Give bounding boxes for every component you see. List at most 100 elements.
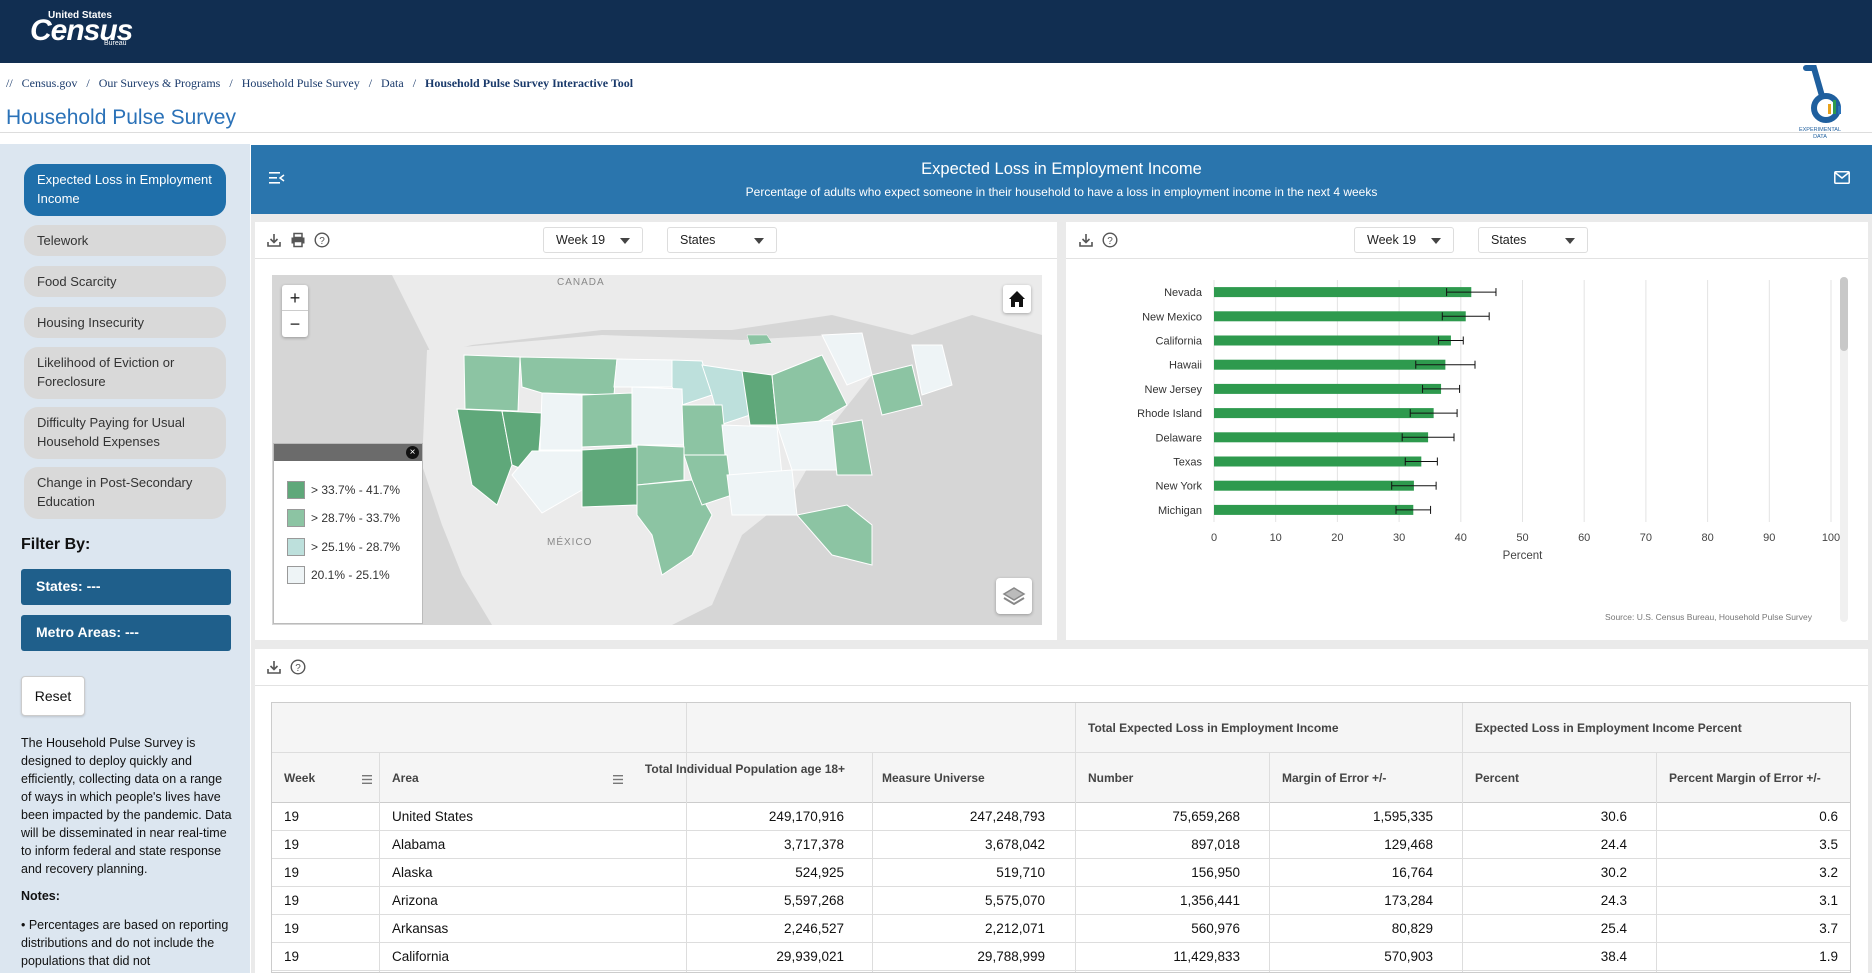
help-icon[interactable]: ? [314,232,330,248]
x-tick-label: 90 [1763,532,1775,544]
choropleth-map[interactable]: CANADA MÉXICO + − × > 33.7% - 41.7% > 28… [272,275,1042,625]
table-row[interactable]: 19 California 29,939,021 29,788,999 11,4… [272,943,1850,971]
table-row[interactable]: 19 Alaska 524,925 519,710 156,950 16,764… [272,859,1850,887]
chart-panel-divider [1066,258,1868,259]
print-icon[interactable] [290,232,306,248]
cell-area: Alabama [392,837,446,852]
y-category-label: New York [1156,481,1203,493]
legend-label: > 33.7% - 41.7% [311,483,401,497]
col-divider [686,703,687,972]
nav-post-secondary[interactable]: Change in Post-Secondary Education [24,467,226,519]
help-icon[interactable]: ? [1102,232,1118,248]
map-geo-select[interactable]: States [667,227,777,253]
breadcrumb-census[interactable]: Census.gov [21,76,78,90]
column-menu-icon[interactable] [362,775,372,784]
bar [1214,359,1446,370]
breadcrumb-separator: / [368,76,373,90]
chart-geo-select[interactable]: States [1478,227,1588,253]
breadcrumb: // Census.gov / Our Surveys & Programs /… [6,76,639,91]
cell-universe: 3,678,042 [984,837,1045,852]
bar [1214,408,1434,419]
table-row[interactable]: 19 Arizona 5,597,268 5,575,070 1,356,441… [272,887,1850,915]
mail-icon[interactable] [1834,171,1850,184]
zoom-in-button[interactable]: + [282,285,308,311]
reset-button[interactable]: Reset [21,676,85,716]
nav-eviction[interactable]: Likelihood of Eviction or Foreclosure [24,347,226,399]
col-header-percent[interactable]: Percent [1475,771,1520,785]
download-icon[interactable] [266,659,282,675]
table-panel-divider [255,685,1868,686]
nav-telework[interactable]: Telework [24,225,226,256]
collapse-menu-icon[interactable] [269,171,285,185]
breadcrumb-data[interactable]: Data [381,76,404,90]
experimental-data-badge-icon: EXPERIMENTAL DATA [1799,65,1841,140]
table-row[interactable]: 19 Alabama 3,717,378 3,678,042 897,018 1… [272,831,1850,859]
map-week-select[interactable]: Week 19 [543,227,643,253]
cell-moe: 173,284 [1384,893,1433,908]
chart-scrollbar-thumb[interactable] [1840,277,1848,351]
y-category-label: Texas [1173,457,1202,469]
states-filter-button[interactable]: States: --- [21,569,231,605]
map-geo-value: States [680,233,716,247]
home-button[interactable] [1003,285,1031,313]
breadcrumb-separator: // [6,76,13,90]
bar [1214,287,1472,298]
cell-percent: 25.4 [1600,921,1627,936]
map-label-mexico: MÉXICO [547,535,592,548]
chevron-down-icon [754,238,764,244]
group-header-total: Total Expected Loss in Employment Income [1088,721,1339,735]
help-icon[interactable]: ? [290,659,306,675]
x-tick-label: 20 [1331,532,1343,544]
notes-heading: Notes: [21,889,60,903]
col-header-number[interactable]: Number [1088,771,1134,785]
bar-chart: 0 10 20 30 40 50 60 70 80 90 100 Nevada New Mexico Ca… [1137,280,1840,622]
notes-text: • Percentages are based on reporting dis… [21,918,229,968]
x-tick-label: 0 [1211,532,1217,544]
download-icon[interactable] [266,232,282,248]
map-legend: × > 33.7% - 41.7% > 28.7% - 33.7% > 25.1… [273,443,423,624]
table-row[interactable]: 19 Arkansas 2,246,527 2,212,071 560,976 … [272,915,1850,943]
cell-percent-moe: 3.5 [1819,837,1838,852]
column-menu-icon[interactable] [613,775,623,784]
col-header-universe[interactable]: Measure Universe [882,771,985,785]
col-header-percent-moe[interactable]: Percent Margin of Error +/- [1669,771,1821,785]
nav-housing-insecurity[interactable]: Housing Insecurity [24,307,226,338]
cell-population: 524,925 [795,865,844,880]
legend-item: > 28.7% - 33.7% [287,509,400,527]
x-tick-label: 80 [1701,532,1713,544]
chart-week-select[interactable]: Week 19 [1354,227,1454,253]
nav-expected-loss[interactable]: Expected Loss in Employment Income [24,164,226,216]
download-icon[interactable] [1078,232,1094,248]
cell-area: United States [392,809,474,824]
cell-moe: 570,903 [1384,949,1433,964]
col-header-moe[interactable]: Margin of Error +/- [1282,771,1387,785]
svg-text:EXPERIMENTAL: EXPERIMENTAL [1799,127,1841,133]
indicator-subtitle: Percentage of adults who expect someone … [745,185,1378,199]
map-label-canada: CANADA [557,277,605,288]
cell-number: 560,976 [1191,921,1240,936]
chevron-down-icon [620,238,630,244]
nav-food-scarcity[interactable]: Food Scarcity [24,266,226,297]
map-panel-divider [255,258,1057,259]
x-tick-label: 10 [1270,532,1282,544]
breadcrumb-pulse[interactable]: Household Pulse Survey [241,76,360,90]
layers-button[interactable] [996,578,1032,614]
col-divider [872,753,873,972]
breadcrumb-surveys[interactable]: Our Surveys & Programs [98,76,221,90]
chart-week-value: Week 19 [1367,233,1417,247]
x-tick-label: 50 [1516,532,1528,544]
metro-filter-button[interactable]: Metro Areas: --- [21,615,231,651]
col-header-population[interactable]: Total Individual Population age 18+ [644,762,846,776]
bar [1214,432,1429,443]
close-icon[interactable]: × [406,446,419,459]
col-divider [1656,753,1657,972]
chart-scrollbar[interactable] [1840,277,1848,622]
zoom-out-button[interactable]: − [289,314,301,334]
x-tick-label: 40 [1455,532,1467,544]
table-row[interactable]: 19 United States 249,170,916 247,248,793… [272,803,1850,831]
col-header-week[interactable]: Week [284,771,316,785]
nav-household-expenses[interactable]: Difficulty Paying for Usual Household Ex… [24,407,226,459]
bar [1214,456,1422,467]
home-icon [1009,291,1025,307]
col-header-area[interactable]: Area [392,771,419,785]
